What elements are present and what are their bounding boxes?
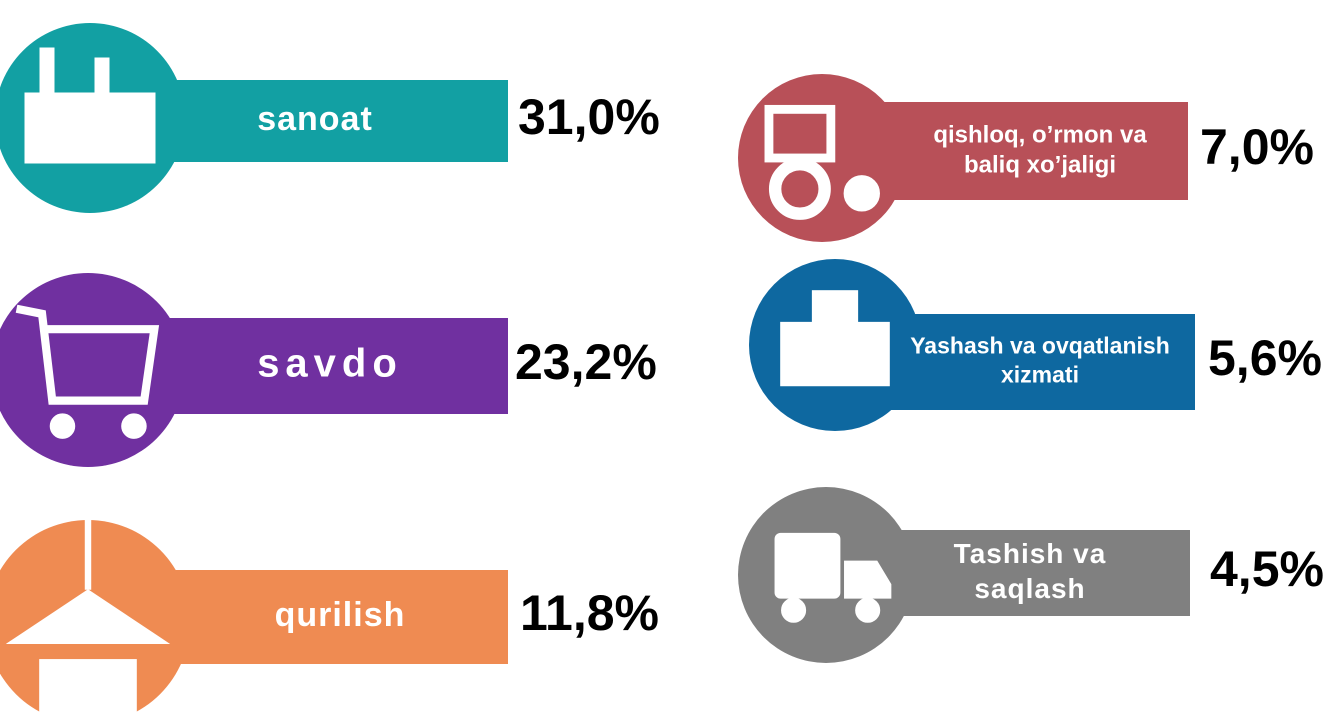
icon-part: [843, 175, 880, 212]
label-bar: [875, 102, 1188, 200]
value: 23,2%: [515, 334, 657, 390]
icon-part: [780, 321, 890, 387]
value: 4,5%: [1210, 541, 1324, 597]
icon: [764, 104, 880, 220]
icon-part: [121, 413, 147, 439]
icon: [24, 47, 156, 164]
label: xizmati: [1001, 361, 1079, 387]
icon: [774, 532, 892, 623]
icon-part: [49, 413, 76, 439]
icon: [5, 514, 171, 722]
label: savdo: [257, 342, 403, 386]
label-bar: [880, 314, 1195, 410]
icon: [15, 304, 160, 439]
value: 5,6%: [1208, 330, 1322, 386]
icon-part: [39, 659, 137, 722]
icon-part: [15, 304, 160, 405]
icon-part: [855, 597, 881, 623]
icon-part: [774, 532, 841, 599]
label-bar: [150, 570, 508, 664]
icon-part: [39, 47, 55, 94]
icon-part: [811, 290, 859, 328]
label: Yashash va ovqatlanish: [910, 333, 1170, 359]
value: 11,8%: [520, 585, 659, 641]
value: 7,0%: [1200, 119, 1314, 175]
label: sanoat: [257, 100, 373, 138]
label: baliq xo’jaligi: [964, 151, 1116, 178]
icon-part: [24, 92, 156, 164]
icon-part: [768, 158, 831, 220]
icon: [780, 290, 890, 387]
icon-part: [5, 589, 171, 644]
label-bar: [150, 80, 508, 162]
label-bar: [150, 318, 508, 414]
label: qishloq, o’rmon va: [933, 121, 1147, 148]
icon-part: [844, 560, 892, 599]
icon-part: [764, 104, 836, 163]
label: Tashish va: [954, 538, 1107, 569]
label: qurilish: [275, 596, 406, 634]
label: saqlash: [974, 573, 1085, 604]
icon-part: [781, 597, 807, 623]
value: 31,0%: [518, 89, 660, 145]
icon-part: [94, 57, 110, 94]
label-bar: [880, 530, 1190, 616]
